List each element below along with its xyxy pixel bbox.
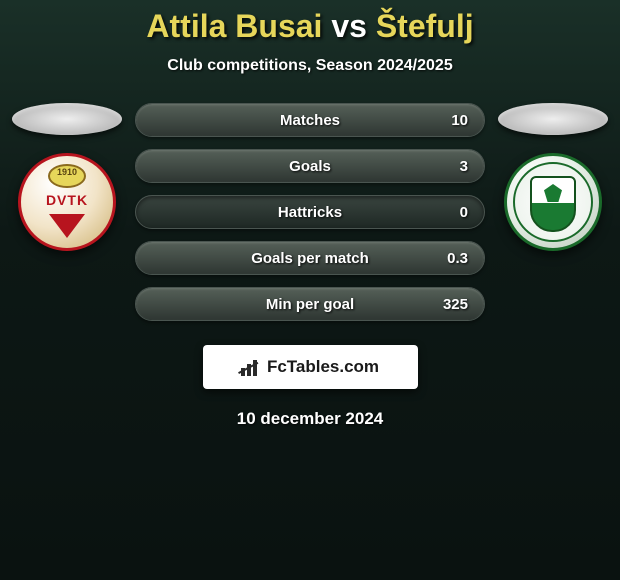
stat-value: 325 xyxy=(443,296,468,313)
player1-name: Attila Busai xyxy=(146,8,322,44)
page-title: Attila Busai vs Štefulj xyxy=(0,8,620,45)
stat-value: 0.3 xyxy=(447,250,468,267)
left-side: 1910 xyxy=(7,103,127,251)
stat-row: Goals3 xyxy=(135,149,485,183)
team1-badge-triangle xyxy=(49,214,85,238)
team1-badge-year: 1910 xyxy=(21,167,113,177)
subtitle: Club competitions, Season 2024/2025 xyxy=(0,57,620,75)
right-side xyxy=(493,103,613,251)
comparison-card: Attila Busai vs Štefulj Club competition… xyxy=(0,0,620,429)
player2-portrait-placeholder xyxy=(498,103,608,135)
stat-label: Matches xyxy=(136,112,484,129)
player2-name: Štefulj xyxy=(376,8,474,44)
stat-label: Hattricks xyxy=(136,204,484,221)
stats-column: Matches10 Goals3 Hattricks0 Goals per match… xyxy=(135,103,485,321)
brand-watermark: FcTables.com xyxy=(203,345,418,389)
stat-row: Min per goal325 xyxy=(135,287,485,321)
stat-label: Goals per match xyxy=(136,250,484,267)
stat-value: 3 xyxy=(460,158,468,175)
vs-separator: vs xyxy=(331,8,367,44)
stat-row: Goals per match0.3 xyxy=(135,241,485,275)
team2-badge xyxy=(504,153,602,251)
stat-row: Matches10 xyxy=(135,103,485,137)
stat-label: Min per goal xyxy=(136,296,484,313)
stat-row: Hattricks0 xyxy=(135,195,485,229)
main-row: 1910 Matches10 Goals3 Hattricks0 Goals per … xyxy=(0,103,620,321)
brand-text: FcTables.com xyxy=(267,357,379,377)
team1-badge: 1910 xyxy=(18,153,116,251)
player1-portrait-placeholder xyxy=(12,103,122,135)
stat-value: 0 xyxy=(460,204,468,221)
stat-value: 10 xyxy=(451,112,468,129)
date-label: 10 december 2024 xyxy=(0,409,620,429)
stat-label: Goals xyxy=(136,158,484,175)
chart-icon xyxy=(241,358,261,376)
team2-badge-shield xyxy=(530,176,576,232)
